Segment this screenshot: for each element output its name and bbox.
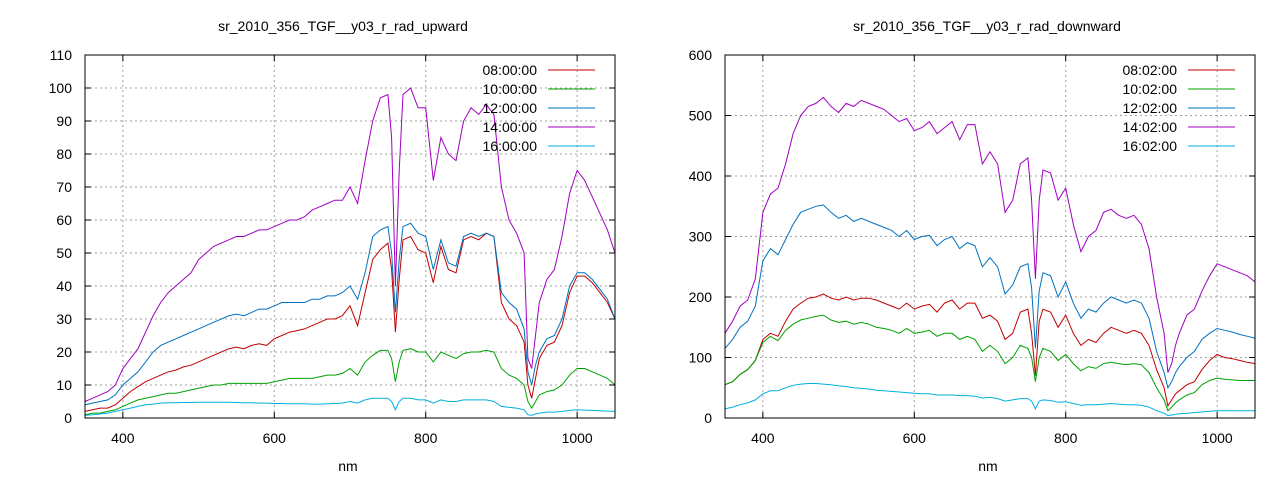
y-tick-label: 100	[689, 350, 713, 366]
plot-frame	[84, 54, 616, 419]
y-tick-label: 70	[56, 179, 72, 195]
y-tick-label: 200	[689, 289, 713, 305]
legend-label: 12:02:00	[1123, 100, 1178, 116]
chart-upward: sr_2010_356_TGF__y03_r_rad_upward nm 400…	[49, 18, 616, 474]
chart-title: sr_2010_356_TGF__y03_r_rad_downward	[853, 18, 1121, 34]
series-line-140200	[724, 96, 1256, 373]
x-tick-label: 600	[903, 430, 927, 446]
y-tick-label: 0	[704, 410, 712, 426]
y-tick-label: 90	[56, 113, 72, 129]
y-tick-label: 30	[56, 311, 72, 327]
series-line-160200	[724, 383, 1255, 417]
chart-title: sr_2010_356_TGF__y03_r_rad_upward	[218, 18, 468, 34]
series-line-080000	[84, 232, 616, 412]
legend-label: 16:00:00	[483, 138, 538, 154]
y-tick-label: 500	[689, 108, 713, 124]
chart-downward: sr_2010_356_TGF__y03_r_rad_downward nm 4…	[689, 18, 1256, 474]
y-tick-label: 110	[50, 47, 73, 63]
x-axis-label: nm	[978, 458, 997, 474]
series-line-160000	[84, 397, 616, 416]
series-line-100200	[724, 314, 1255, 412]
y-tick-label: 80	[56, 146, 72, 162]
x-axis-label: nm	[338, 458, 357, 474]
y-tick-label: 300	[689, 229, 713, 245]
y-tick-label: 600	[689, 47, 713, 63]
y-tick-label: 0	[64, 410, 72, 426]
x-tick-label: 400	[751, 430, 775, 446]
x-tick-label: 1000	[1202, 430, 1233, 446]
y-tick-label: 40	[56, 278, 72, 294]
series-line-100000	[84, 348, 616, 416]
legend-label: 12:00:00	[483, 100, 538, 116]
y-tick-label: 100	[49, 80, 73, 96]
y-tick-label: 50	[56, 245, 72, 261]
x-tick-label: 800	[414, 430, 438, 446]
series-line-120200	[724, 204, 1256, 390]
legend-label: 08:02:00	[1123, 62, 1178, 78]
x-tick-label: 800	[1054, 430, 1078, 446]
y-tick-label: 400	[689, 168, 713, 184]
y-tick-label: 20	[56, 344, 72, 360]
series-line-120000	[84, 222, 616, 406]
series-line-080200	[724, 293, 1256, 408]
y-tick-label: 10	[56, 377, 72, 393]
legend-label: 10:02:00	[1123, 81, 1178, 97]
legend-label: 08:00:00	[483, 62, 538, 78]
legend-label: 14:02:00	[1123, 119, 1178, 135]
legend-label: 14:00:00	[483, 119, 538, 135]
x-tick-label: 400	[111, 430, 135, 446]
series-line-140000	[84, 87, 616, 402]
y-tick-label: 60	[56, 212, 72, 228]
legend-label: 16:02:00	[1123, 138, 1178, 154]
x-tick-label: 600	[263, 430, 287, 446]
x-tick-label: 1000	[562, 430, 593, 446]
legend-label: 10:00:00	[483, 81, 538, 97]
